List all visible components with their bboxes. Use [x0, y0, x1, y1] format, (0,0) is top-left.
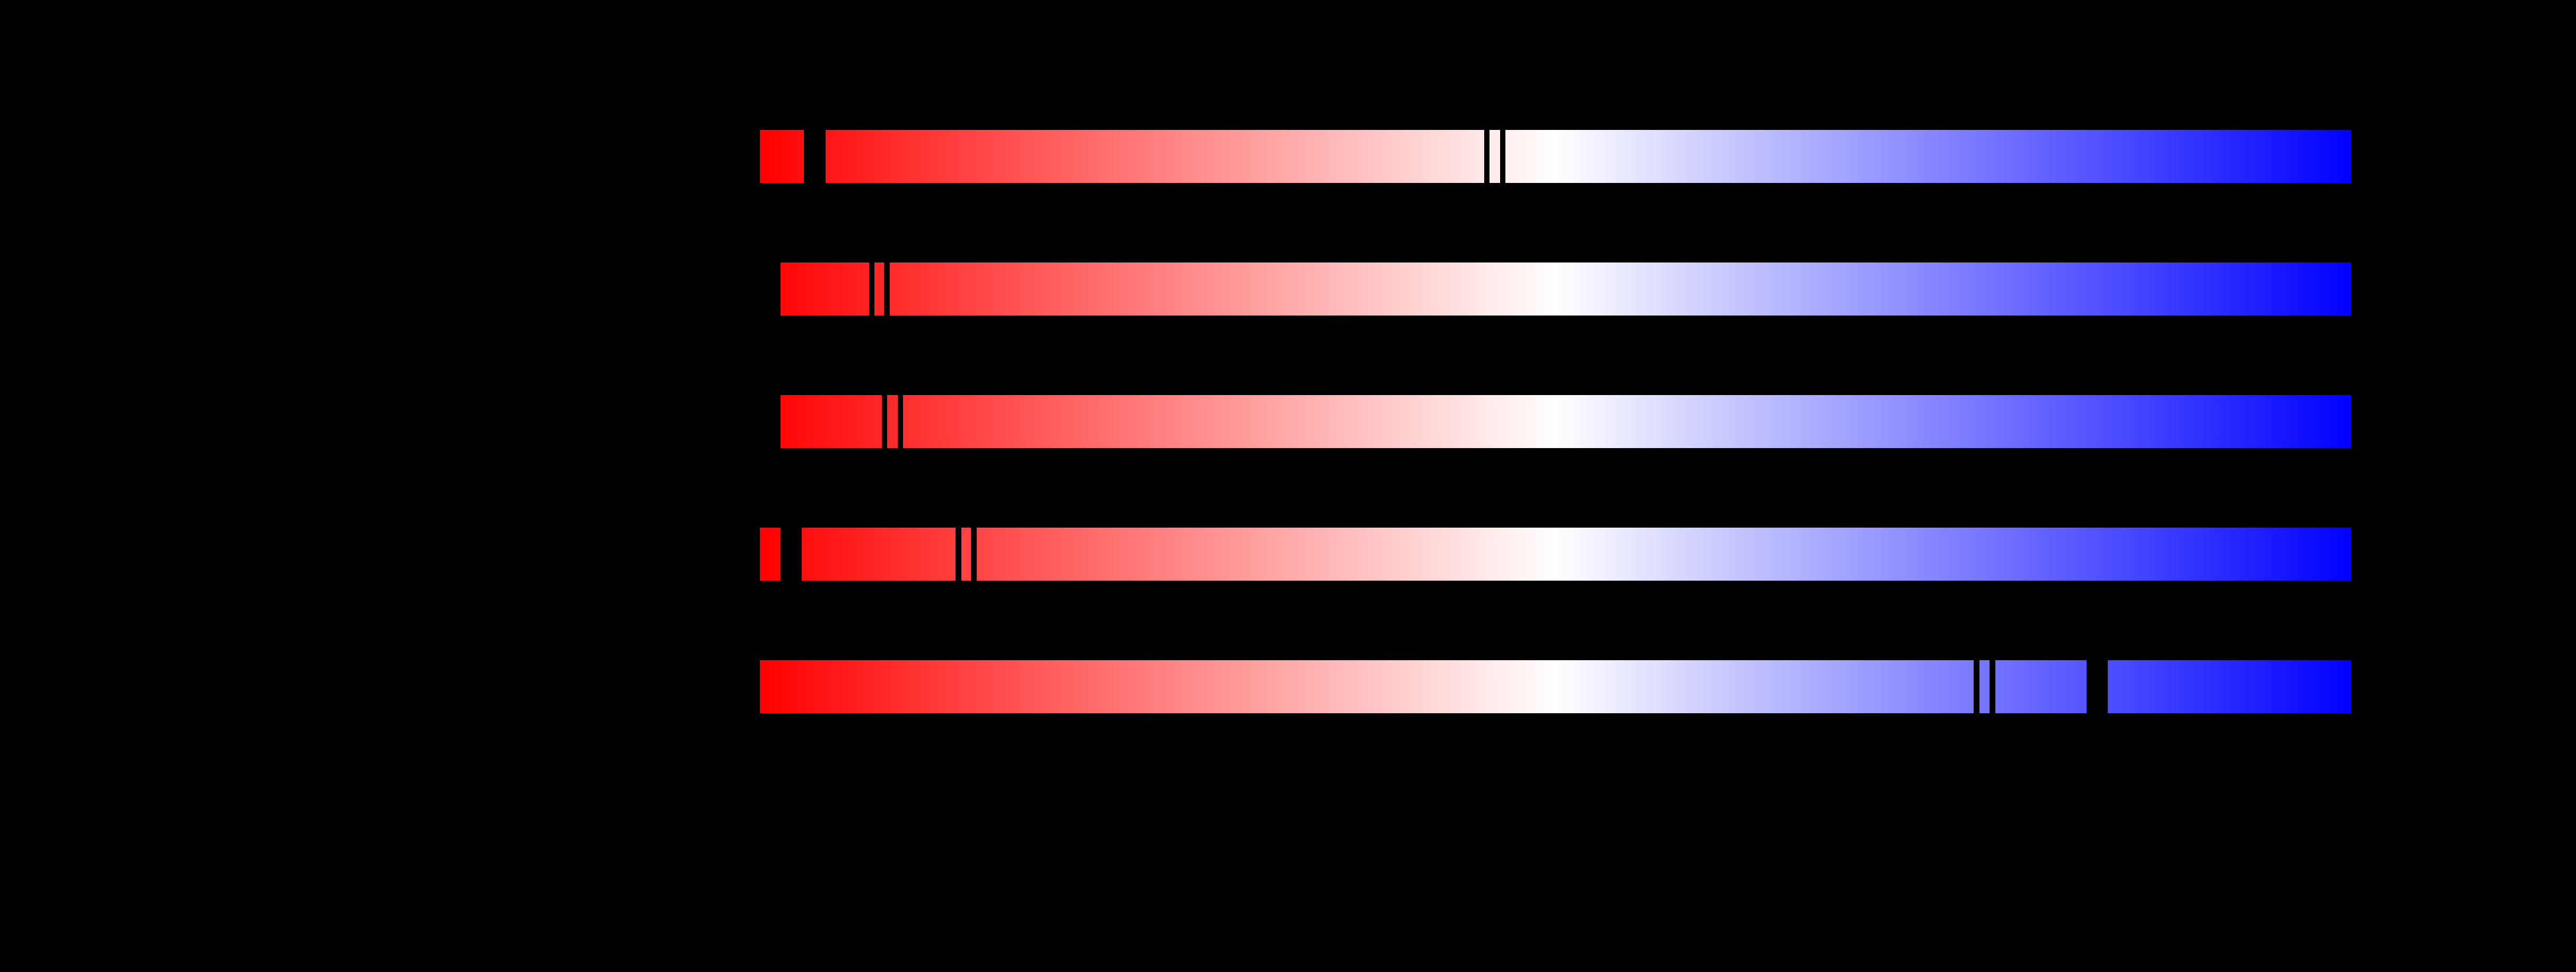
marker-thin-line: [869, 262, 874, 316]
marker-thick-line: [760, 262, 781, 316]
marker-thick-line: [2087, 660, 2108, 713]
marker-thin-line: [1484, 130, 1489, 183]
marker-thin-line: [882, 395, 887, 448]
marker-thin-line: [971, 528, 977, 581]
marker-thin-line: [1974, 660, 1979, 713]
marker-thin-line: [1500, 130, 1505, 183]
marker-thick-line: [781, 528, 802, 581]
gradient-bar-row-5: [760, 660, 2351, 713]
gradient-bar-row-2: [760, 262, 2351, 316]
gradient-bar-row-3: [760, 395, 2351, 448]
marker-thin-line: [898, 395, 903, 448]
marker-thick-line: [760, 395, 781, 448]
gradient-bar-row-1: [760, 130, 2351, 183]
marker-thin-line: [884, 262, 890, 316]
gradient-bar-row-4: [760, 528, 2351, 581]
marker-thick-line: [804, 130, 826, 183]
marker-thin-line: [1990, 660, 1995, 713]
marker-thin-line: [956, 528, 961, 581]
